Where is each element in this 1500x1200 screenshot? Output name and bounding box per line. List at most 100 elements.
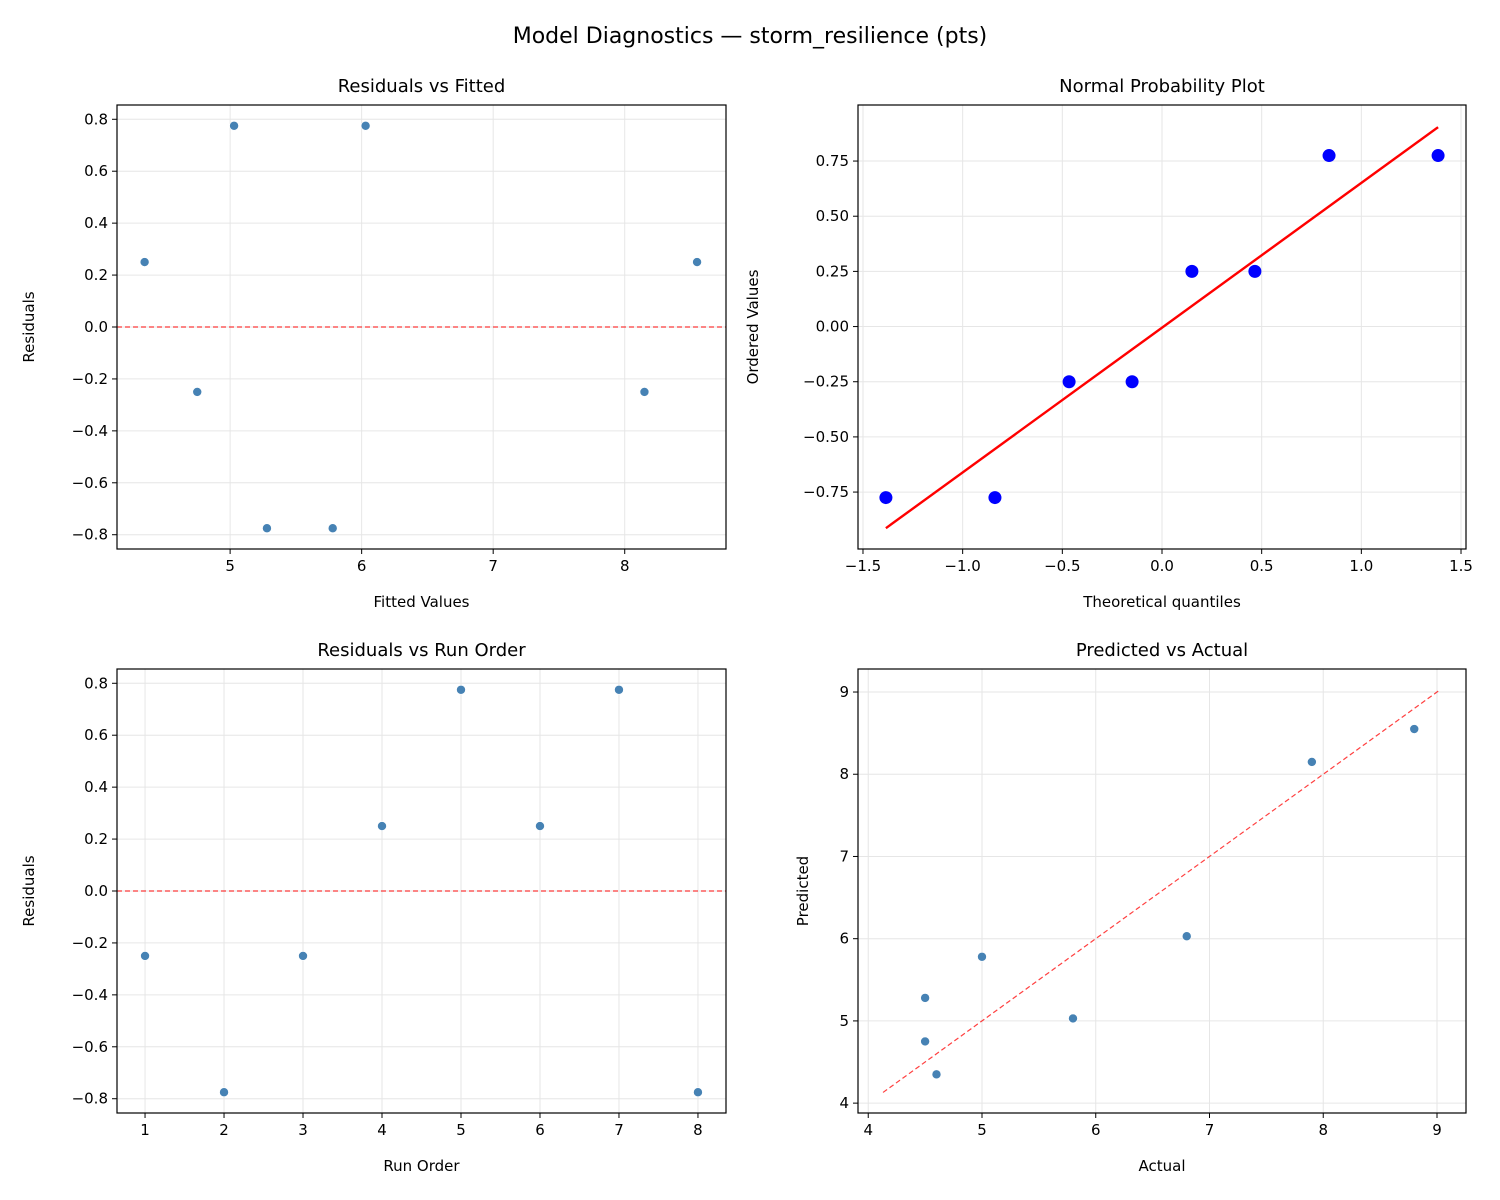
x-tick-label: −1.0 bbox=[944, 557, 980, 575]
subplot-4: 4 5 6 7 8 9 4 5 6 7 8 9 Predicted vs Actual Actual Pre… bbox=[794, 640, 1467, 1175]
data-point bbox=[988, 491, 1002, 505]
data-point bbox=[1322, 149, 1336, 163]
y-tick-label: −0.4 bbox=[72, 986, 108, 1004]
data-point bbox=[1431, 149, 1445, 163]
x-tick-label: 8 bbox=[1318, 1121, 1328, 1139]
data-point bbox=[1125, 375, 1139, 389]
y-tick-label: 5 bbox=[839, 1012, 849, 1030]
y-tick-label: −0.2 bbox=[72, 934, 108, 952]
x-tick-label: 1.5 bbox=[1449, 557, 1473, 575]
y-tick-label: −0.50 bbox=[803, 428, 849, 446]
y-tick-label: −0.2 bbox=[72, 370, 108, 388]
y-tick-label: 0.2 bbox=[84, 830, 108, 848]
x-tick-label: 6 bbox=[535, 1121, 545, 1139]
y-tick-label: 0.50 bbox=[816, 207, 849, 225]
axes-frame bbox=[116, 668, 727, 1114]
y-axis-label: Residuals bbox=[20, 855, 38, 926]
subplot-title: Residuals vs Fitted bbox=[338, 76, 506, 97]
x-tick-label: 6 bbox=[1091, 1121, 1101, 1139]
subplot-title: Normal Probability Plot bbox=[1059, 76, 1265, 97]
x-tick-label: 5 bbox=[456, 1121, 466, 1139]
data-point bbox=[1307, 757, 1317, 767]
y-tick-label: −0.6 bbox=[72, 474, 108, 492]
data-point bbox=[920, 993, 930, 1003]
axes-frame bbox=[116, 104, 727, 550]
y-tick-label: −0.6 bbox=[72, 1038, 108, 1056]
x-tick-label: 3 bbox=[298, 1121, 308, 1139]
x-tick-label: 1 bbox=[140, 1121, 150, 1139]
data-point bbox=[920, 1036, 930, 1047]
x-tick-label: 0.0 bbox=[1150, 557, 1174, 575]
y-tick-label: 0.25 bbox=[816, 262, 849, 280]
data-point bbox=[140, 951, 150, 961]
y-tick-label: 0.4 bbox=[84, 214, 108, 232]
y-tick-label: 4 bbox=[839, 1094, 849, 1112]
data-point bbox=[298, 951, 308, 961]
data-point bbox=[1248, 264, 1262, 278]
data-point bbox=[360, 120, 371, 131]
x-tick-label: 8 bbox=[620, 557, 630, 575]
data-point bbox=[219, 1087, 229, 1098]
data-point bbox=[1062, 375, 1076, 389]
data-point bbox=[977, 951, 987, 962]
x-tick-label: 6 bbox=[357, 557, 367, 575]
data-point bbox=[1185, 264, 1199, 278]
data-point bbox=[879, 491, 893, 505]
identity-line bbox=[882, 689, 1440, 1093]
figure-title: Model Diagnostics — storm_resilience (pt… bbox=[513, 24, 988, 49]
subplot-title: Predicted vs Actual bbox=[1076, 640, 1248, 661]
y-tick-label: 0.2 bbox=[84, 266, 108, 284]
x-axis-label: Run Order bbox=[383, 1157, 460, 1175]
y-tick-label: −0.4 bbox=[72, 422, 108, 440]
y-tick-label: 0.75 bbox=[816, 152, 849, 170]
x-tick-label: 4 bbox=[377, 1121, 387, 1139]
y-axis-label: Predicted bbox=[794, 856, 812, 926]
y-tick-label: 0.6 bbox=[84, 162, 108, 180]
x-tick-label: 1.0 bbox=[1349, 557, 1373, 575]
x-tick-label: 5 bbox=[977, 1121, 987, 1139]
y-tick-label: 6 bbox=[839, 930, 849, 948]
x-tick-label: −0.5 bbox=[1044, 557, 1080, 575]
y-tick-label: −0.8 bbox=[72, 526, 108, 544]
x-axis-label: Theoretical quantiles bbox=[1082, 593, 1241, 611]
axes-frame bbox=[857, 104, 1467, 550]
y-tick-label: 0.0 bbox=[84, 318, 108, 336]
y-tick-label: 0.00 bbox=[816, 318, 849, 336]
data-point bbox=[456, 684, 466, 695]
y-tick-label: −0.25 bbox=[803, 373, 849, 391]
data-point bbox=[535, 821, 545, 831]
data-point bbox=[139, 257, 150, 267]
y-axis-label: Ordered Values bbox=[744, 269, 762, 384]
data-point bbox=[692, 257, 702, 267]
x-tick-label: 4 bbox=[863, 1121, 873, 1139]
data-point bbox=[327, 523, 338, 534]
x-tick-label: −1.5 bbox=[845, 557, 881, 575]
x-tick-label: 2 bbox=[219, 1121, 229, 1139]
y-tick-label: −0.8 bbox=[72, 1090, 108, 1108]
axes-frame bbox=[857, 668, 1467, 1114]
data-point bbox=[614, 684, 624, 695]
data-point bbox=[1181, 931, 1192, 942]
data-point bbox=[639, 387, 650, 397]
y-axis-label: Residuals bbox=[20, 291, 38, 362]
x-tick-label: 8 bbox=[693, 1121, 703, 1139]
y-tick-label: 0.8 bbox=[84, 110, 108, 128]
subplot-3: 1 2 3 4 5 6 7 8 −0.8 −0.6 −0.4 −0.2 0.0 0.2 0.4 0.6 0.8 R… bbox=[20, 640, 727, 1175]
x-tick-label: 9 bbox=[1432, 1121, 1442, 1139]
subplot-title: Residuals vs Run Order bbox=[317, 640, 526, 661]
data-point bbox=[931, 1069, 942, 1080]
y-tick-label: 0.6 bbox=[84, 726, 108, 744]
y-tick-label: 8 bbox=[839, 765, 849, 783]
data-point bbox=[262, 523, 272, 534]
x-axis-label: Fitted Values bbox=[374, 593, 470, 611]
y-tick-label: 0.0 bbox=[84, 882, 108, 900]
y-tick-label: −0.75 bbox=[803, 483, 849, 501]
y-tick-label: 9 bbox=[839, 683, 849, 701]
fit-line bbox=[885, 126, 1439, 530]
x-tick-label: 5 bbox=[225, 557, 235, 575]
x-tick-label: 7 bbox=[1205, 1121, 1215, 1139]
y-tick-label: 7 bbox=[839, 847, 849, 865]
x-tick-label: 7 bbox=[614, 1121, 624, 1139]
x-tick-label: 0.5 bbox=[1250, 557, 1274, 575]
